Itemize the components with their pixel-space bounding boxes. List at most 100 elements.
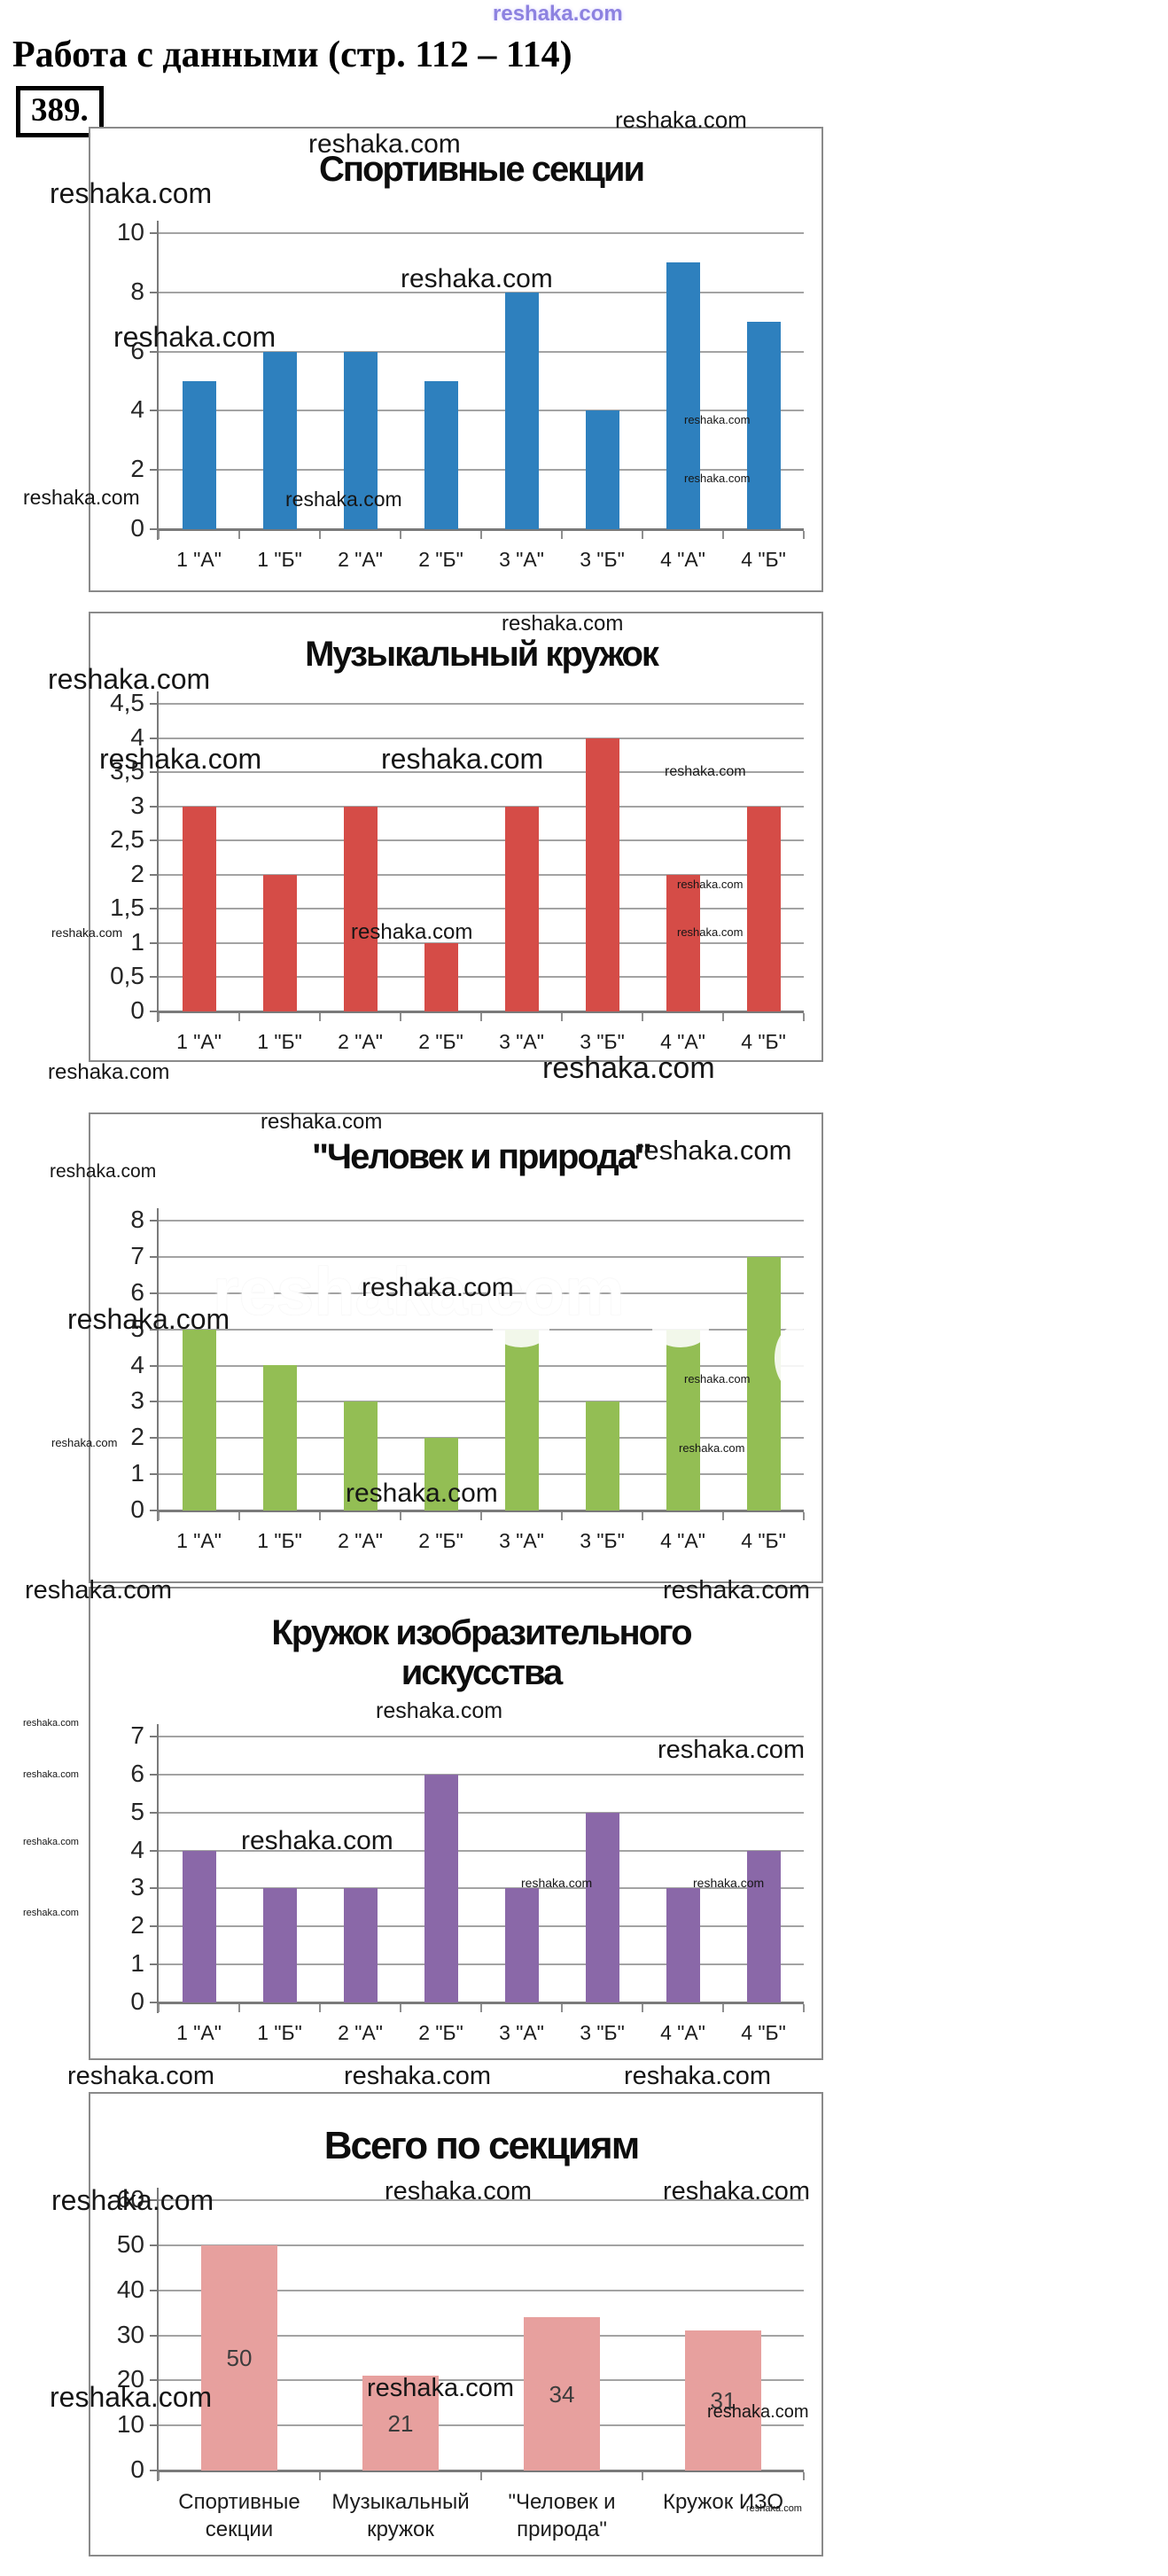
bar-6: [586, 1813, 619, 2002]
y-axis-tick: [150, 2379, 159, 2381]
watermark-text: reshaka.com: [624, 2062, 772, 2090]
gridline: [159, 469, 804, 471]
x-category-label: 1 "А": [176, 2021, 222, 2044]
y-axis-tick: [150, 1510, 159, 1511]
y-tick-label: 0,5: [110, 962, 144, 989]
y-tick-label: 0: [130, 1495, 144, 1523]
x-axis-line: [159, 2002, 804, 2004]
bar-5: [505, 1888, 539, 2002]
y-tick-label: 3: [130, 1873, 144, 1901]
y-tick-label: 4: [130, 1836, 144, 1863]
chart-title-art: Кружок изобразительного искусства: [159, 1613, 804, 1693]
y-axis-tick: [150, 2199, 159, 2201]
y-axis-line: [157, 1208, 159, 1521]
y-tick-label: 5: [130, 1315, 144, 1342]
x-axis-tick: [238, 1013, 240, 1021]
y-tick-label: 2,5: [110, 825, 144, 853]
y-tick-label: 20: [116, 2365, 144, 2393]
gridline: [159, 839, 804, 841]
x-axis-tick: [319, 531, 321, 539]
x-category-label: 1 "А": [176, 1030, 222, 1053]
x-axis-tick: [400, 531, 401, 539]
y-tick-label: 2: [130, 1911, 144, 1939]
y-axis-tick: [150, 1774, 159, 1776]
y-axis-tick: [150, 2002, 159, 2003]
y-axis-tick: [150, 738, 159, 739]
bar-6: [586, 1401, 619, 1510]
x-axis-tick: [642, 1512, 643, 1520]
x-axis-tick: [238, 1512, 240, 1520]
bar-8: [747, 322, 781, 529]
y-axis-tick: [150, 2290, 159, 2291]
watermark-blob: [775, 1326, 815, 1390]
chart-fine-arts-club: Кружок изобразительного искусства 7 6 5 4 3 2 1…: [89, 1587, 823, 2060]
x-axis-tick: [561, 2004, 563, 2012]
x-category-label: 1 "Б": [257, 548, 302, 571]
bar-3: [344, 1401, 378, 1510]
watermark-text: reshaka.com: [493, 2, 623, 26]
x-category-label: 3 "А": [499, 1529, 544, 1552]
x-axis-tick: [803, 2472, 805, 2480]
gridline: [159, 2335, 804, 2337]
y-axis-tick: [150, 351, 159, 353]
bar-7: [666, 1330, 700, 1510]
bar-1: [183, 1851, 216, 2002]
y-axis-tick: [150, 1812, 159, 1814]
bar-4: [424, 1438, 458, 1510]
y-tick-label: 2: [130, 455, 144, 482]
bar-7: [666, 875, 700, 1011]
y-axis-tick: [150, 1292, 159, 1294]
gridline: [159, 1887, 804, 1889]
y-tick-label: 1: [130, 928, 144, 956]
x-category-label: 3 "А": [499, 548, 544, 571]
x-axis-tick: [561, 1512, 563, 1520]
bar-1: [183, 807, 216, 1011]
gridline: [159, 410, 804, 411]
bar-4: [424, 943, 458, 1011]
chart-title-art-line1: Кружок изобразительного: [271, 1613, 692, 1652]
y-tick-label: 0: [130, 1987, 144, 2015]
y-axis-tick: [150, 2424, 159, 2426]
y-tick-label: 8: [130, 1206, 144, 1233]
chart-title-nature: "Человек и природа": [312, 1137, 652, 1176]
bar-value-label: 34: [549, 2381, 575, 2408]
x-category-label: 1 "Б": [257, 1529, 302, 1552]
bar-3: [344, 352, 378, 529]
chart-total-by-sections: Всего по секциям 60 50 40 30 20 10 0 Спортивные…: [89, 2092, 823, 2556]
x-category-label: 3 "Б": [580, 548, 625, 571]
bar-7: [666, 262, 700, 529]
y-tick-label: 0: [130, 514, 144, 542]
gridline: [159, 1774, 804, 1776]
x-category-label: 2 "Б": [418, 1030, 463, 1053]
bar-3: [344, 807, 378, 1011]
x-axis-tick: [480, 2472, 482, 2480]
y-tick-label: 0: [130, 2455, 144, 2483]
bar-1: [183, 381, 216, 529]
x-axis-tick: [480, 531, 482, 539]
problem-number-badge: 389.: [16, 86, 104, 137]
x-category-label: 4 "Б": [741, 1529, 786, 1552]
bar-4: [424, 381, 458, 529]
y-axis-line: [157, 2188, 159, 2481]
gridline: [159, 351, 804, 353]
y-tick-label: 0: [130, 996, 144, 1024]
gridline: [159, 1365, 804, 1367]
y-axis-tick: [150, 1473, 159, 1475]
problem-number: 389.: [31, 92, 89, 129]
x-category-label: Спортивные секции: [178, 2490, 300, 2542]
bar-1: [201, 2245, 277, 2471]
chart-title-music: Музыкальный кружок: [305, 635, 659, 674]
bar-6: [586, 738, 619, 1011]
y-axis-tick: [150, 1736, 159, 1737]
gridline: [159, 2244, 804, 2246]
y-axis-tick: [150, 1963, 159, 1965]
x-category-label: 4 "А": [660, 1529, 705, 1552]
y-axis-tick: [150, 703, 159, 705]
x-axis-tick: [642, 531, 643, 539]
watermark-text: reshaka.com: [67, 2062, 215, 2090]
gridline: [159, 738, 804, 739]
y-axis-tick: [150, 528, 159, 530]
gridline: [159, 1736, 804, 1737]
x-category-label: 1 "Б": [257, 2021, 302, 2044]
x-category-label: 1 "Б": [257, 1030, 302, 1053]
